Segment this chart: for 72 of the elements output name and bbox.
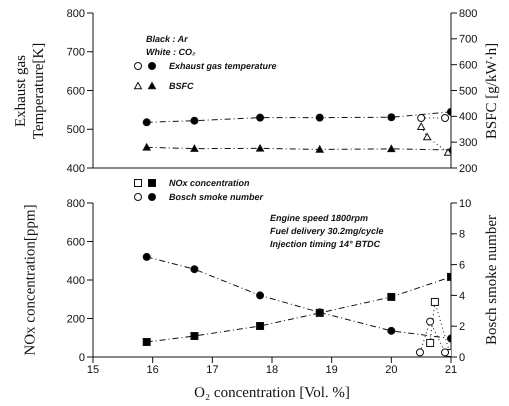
point [417, 114, 426, 122]
y-tick-label: 800 [66, 8, 85, 20]
point [441, 114, 450, 122]
legend-label: BSFC [169, 81, 194, 91]
y-axis-title: Exhaust gas Temperature[K] [12, 41, 48, 141]
annotation: Fuel delivery 30.2mg/cycle [270, 225, 384, 238]
y-tick-label: 700 [66, 46, 85, 59]
y-tick-label: 0 [78, 352, 85, 364]
y-tick-label: 400 [66, 162, 85, 175]
y-tick-label: 200 [66, 313, 85, 326]
point [190, 116, 198, 125]
point [426, 318, 434, 326]
x-tick-label: 21 [444, 364, 458, 376]
point [441, 348, 450, 356]
point [444, 148, 451, 156]
legend-label: Bosch smoke number [169, 192, 264, 202]
point [426, 338, 434, 347]
point [256, 114, 264, 122]
point [417, 122, 426, 130]
y-tick-label: 600 [66, 85, 85, 98]
point [387, 292, 396, 301]
x-tick-label: 16 [146, 364, 159, 376]
y2-tick-label: 800 [459, 8, 478, 20]
y-tick-label: 400 [66, 274, 85, 287]
legend-label: NOx concentration [169, 178, 250, 188]
y2-tick-label: 0 [459, 352, 466, 364]
point [316, 114, 324, 122]
y2-axis-title: Bosch smoke number [483, 214, 501, 347]
y-tick-label: 600 [66, 236, 85, 248]
y-tick-label: 800 [66, 198, 85, 210]
y2-axis-title: BSFC [g/kW·h] [483, 41, 501, 141]
point [430, 298, 439, 306]
point [190, 332, 198, 340]
annotation: White : CO₂ [146, 46, 196, 59]
y2-tick-label: 600 [459, 60, 478, 72]
x-tick-label: 17 [206, 364, 218, 376]
y2-tick-label: 8 [459, 228, 466, 241]
point [387, 144, 396, 152]
point [256, 322, 264, 330]
y2-tick-label: 6 [459, 260, 466, 272]
point [387, 113, 396, 122]
legend-label: Exhaust gas temperature [169, 61, 277, 71]
x-tick-label: 20 [385, 364, 398, 376]
point [142, 143, 151, 151]
annotation: Black : Ar [146, 33, 189, 46]
point [256, 291, 264, 300]
point [423, 133, 432, 140]
y2-tick-label: 4 [459, 290, 466, 302]
point [387, 326, 396, 335]
y2-tick-label: 500 [459, 85, 478, 98]
y2-tick-label: 700 [459, 34, 478, 46]
y-tick-label: 500 [66, 124, 85, 136]
point [256, 144, 264, 152]
y2-tick-label: 10 [459, 198, 472, 210]
y2-tick-label: 200 [459, 162, 478, 175]
point [190, 144, 198, 152]
y-axis-title: NOx concentration[ppm] [21, 203, 39, 358]
point [142, 252, 151, 261]
annotation: Injection timing 14° BTDC [270, 238, 382, 251]
x-axis-title: O₂ concentration [Vol. %] [194, 385, 350, 401]
y2-tick-label: 300 [459, 137, 478, 150]
y2-tick-label: 400 [459, 111, 478, 124]
x-tick-label: 19 [326, 364, 338, 376]
point [142, 118, 151, 126]
point [190, 265, 198, 274]
point [416, 348, 424, 356]
x-tick-label: 18 [266, 364, 278, 376]
x-tick-label: 15 [86, 364, 100, 376]
y2-tick-label: 2 [459, 321, 466, 334]
point [316, 145, 324, 153]
annotation: Engine speed 1800rpm [270, 212, 370, 225]
point [142, 338, 151, 346]
